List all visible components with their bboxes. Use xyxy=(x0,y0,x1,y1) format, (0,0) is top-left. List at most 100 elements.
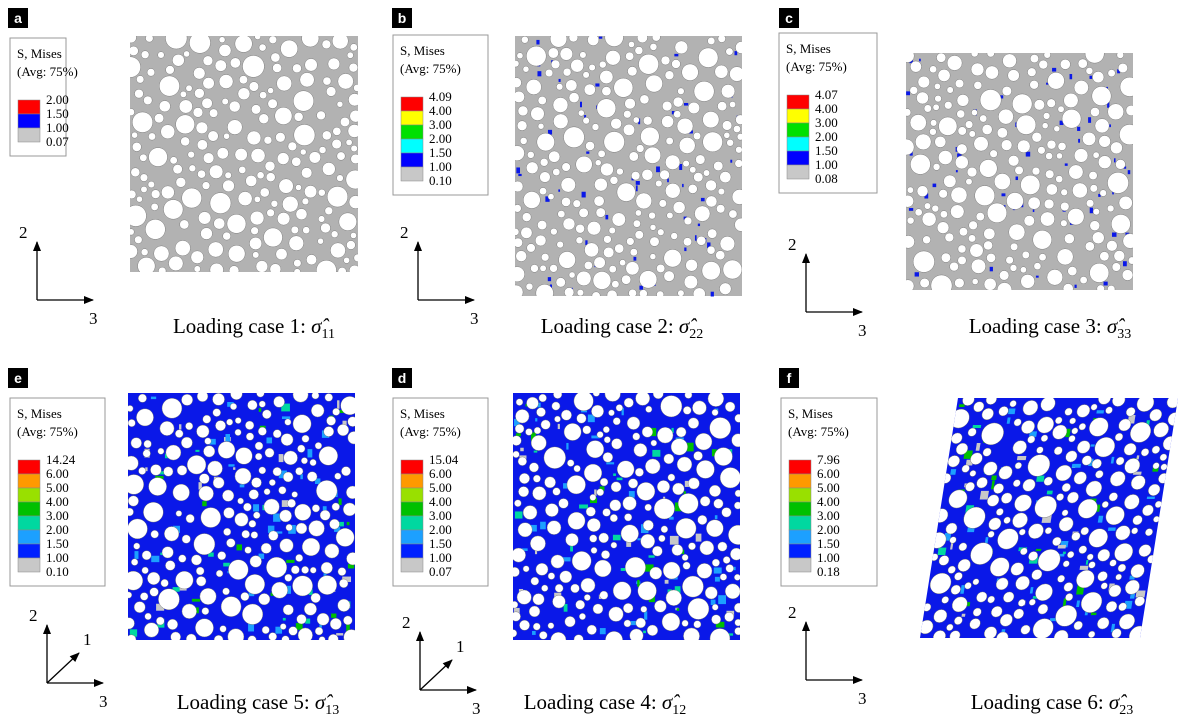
fiber xyxy=(654,600,667,613)
axis-label: 2 xyxy=(788,235,797,254)
fiber xyxy=(706,245,716,255)
fiber xyxy=(346,240,356,250)
fiber xyxy=(695,433,713,451)
fiber xyxy=(943,174,957,188)
fiber xyxy=(578,207,589,218)
fiber xyxy=(586,221,602,236)
fiber xyxy=(130,36,137,44)
legend-swatch xyxy=(400,166,424,182)
fiber xyxy=(1023,215,1035,227)
fiber xyxy=(954,277,965,289)
fiber xyxy=(707,37,716,45)
fiber xyxy=(136,408,154,427)
fiber xyxy=(149,587,159,597)
fiber xyxy=(314,442,322,450)
fiber xyxy=(322,162,336,176)
stress-spot xyxy=(682,183,684,188)
fiber xyxy=(1014,494,1032,512)
fiber xyxy=(683,237,692,247)
legend-value: 3.00 xyxy=(815,115,838,130)
fiber xyxy=(1115,525,1131,541)
fiber xyxy=(585,141,595,151)
fiber xyxy=(223,527,232,536)
fiber xyxy=(956,143,968,155)
fiber xyxy=(209,192,232,214)
stress-spot xyxy=(700,197,705,202)
fiber xyxy=(227,119,243,135)
fiber xyxy=(348,195,358,209)
fiber xyxy=(610,541,618,549)
fiber xyxy=(348,62,358,73)
fiber xyxy=(906,53,915,63)
legend-swatch xyxy=(400,96,424,112)
stress-spot xyxy=(713,567,722,574)
fiber xyxy=(1053,629,1069,638)
legend-value: 15.04 xyxy=(429,452,459,467)
fiber xyxy=(619,259,626,267)
fiber xyxy=(726,139,734,147)
fiber xyxy=(917,75,930,89)
legend-swatch xyxy=(400,124,424,140)
fiber xyxy=(295,522,308,535)
fiber xyxy=(316,260,337,272)
fiber xyxy=(938,150,953,165)
fiber xyxy=(556,83,564,91)
fiber xyxy=(623,110,632,119)
fiber xyxy=(136,195,143,203)
fiber xyxy=(688,542,696,551)
stress-spot xyxy=(223,562,230,567)
fiber xyxy=(694,205,711,222)
fiber xyxy=(1113,250,1125,262)
fiber xyxy=(999,270,1010,281)
fiber xyxy=(1098,135,1111,148)
fiber xyxy=(563,126,585,148)
fiber xyxy=(692,287,706,296)
stress-spot xyxy=(514,418,520,427)
fiber xyxy=(1032,230,1052,250)
fiber xyxy=(949,536,957,544)
fiber xyxy=(651,36,661,42)
fiber xyxy=(734,159,742,168)
stress-spot xyxy=(960,585,965,594)
fiber xyxy=(193,533,216,555)
axis-label: 1 xyxy=(456,637,465,656)
stress-spot xyxy=(950,541,954,550)
fiber xyxy=(649,566,663,580)
fiber xyxy=(1080,526,1089,536)
fiber xyxy=(190,250,204,264)
fiber xyxy=(682,160,690,168)
fiber xyxy=(130,437,142,449)
fiber xyxy=(719,171,732,184)
stress-spot xyxy=(1112,190,1114,195)
fiber xyxy=(515,266,525,283)
fiber xyxy=(987,530,995,538)
legend-title: (Avg: 75%) xyxy=(400,424,461,439)
axis-label: 3 xyxy=(99,692,108,711)
fiber xyxy=(522,212,532,222)
legend-value: 1.00 xyxy=(815,157,838,172)
panel: bS, Mises(Avg: 75%)4.094.003.002.001.501… xyxy=(392,8,742,342)
legend-value: 2.00 xyxy=(815,129,838,144)
legend-value: 0.07 xyxy=(429,564,452,579)
fiber xyxy=(547,193,555,200)
stress-spot xyxy=(633,256,637,261)
fiber xyxy=(513,611,521,622)
fiber xyxy=(348,264,358,272)
fiber xyxy=(530,535,546,552)
fiber xyxy=(1068,435,1076,443)
fiber xyxy=(1061,509,1069,517)
fiber xyxy=(958,542,968,552)
fiber xyxy=(1014,462,1022,470)
stress-spot xyxy=(1003,205,1006,208)
fiber xyxy=(1020,174,1041,195)
fiber xyxy=(1089,417,1109,437)
fiber xyxy=(635,209,642,217)
panel-label: a xyxy=(14,10,22,26)
fiber xyxy=(224,171,232,179)
fiber xyxy=(916,185,929,197)
fiber xyxy=(1003,516,1011,524)
fiber xyxy=(734,217,742,232)
fiber xyxy=(1016,114,1037,135)
fiber xyxy=(345,139,353,146)
fiber xyxy=(136,75,145,84)
